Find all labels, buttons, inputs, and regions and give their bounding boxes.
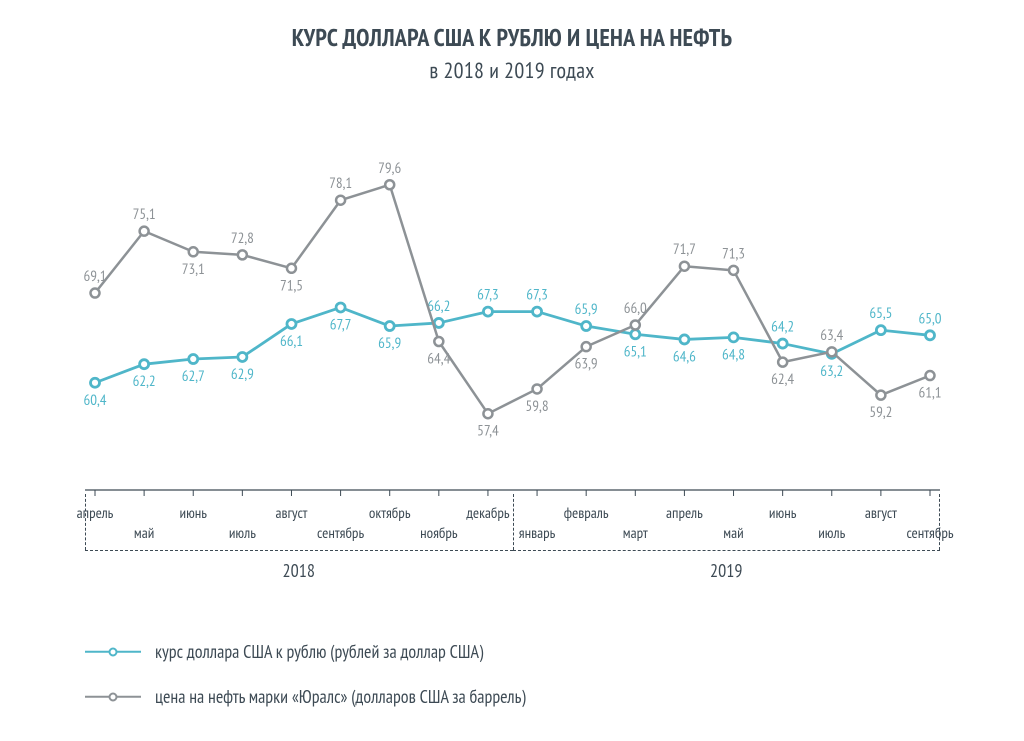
series-marker-urals_oil bbox=[189, 247, 198, 256]
legend-text: курс доллара США к рублю (рублей за долл… bbox=[155, 640, 483, 663]
series-value-label-urals_oil: 78,1 bbox=[329, 174, 352, 193]
series-value-label-usd_rub: 64,8 bbox=[722, 345, 745, 364]
series-value-label-urals_oil: 61,1 bbox=[918, 384, 941, 403]
series-marker-usd_rub bbox=[778, 339, 787, 348]
x-axis-year-label: 2019 bbox=[710, 559, 742, 582]
series-marker-usd_rub bbox=[876, 326, 885, 335]
series-marker-usd_rub bbox=[926, 331, 935, 340]
series-value-label-usd_rub: 60,4 bbox=[83, 391, 106, 410]
series-marker-urals_oil bbox=[336, 196, 345, 205]
series-marker-usd_rub bbox=[91, 378, 100, 387]
series-marker-urals_oil bbox=[238, 250, 247, 259]
year-divider-line bbox=[939, 494, 940, 550]
series-marker-urals_oil bbox=[631, 321, 640, 330]
series-marker-usd_rub bbox=[434, 318, 443, 327]
series-value-label-urals_oil: 63,4 bbox=[820, 326, 843, 345]
series-marker-usd_rub bbox=[385, 322, 394, 331]
series-marker-usd_rub bbox=[238, 352, 247, 361]
series-value-label-urals_oil: 71,3 bbox=[722, 244, 745, 263]
chart-plot-area: 60,462,262,762,966,167,765,966,267,367,3… bbox=[85, 160, 940, 500]
series-marker-urals_oil bbox=[680, 262, 689, 271]
series-marker-urals_oil bbox=[926, 371, 935, 380]
series-marker-urals_oil bbox=[385, 180, 394, 189]
series-marker-usd_rub bbox=[729, 333, 738, 342]
series-value-label-urals_oil: 71,5 bbox=[280, 276, 303, 295]
series-marker-urals_oil bbox=[140, 227, 149, 236]
series-value-label-urals_oil: 69,1 bbox=[83, 267, 106, 286]
series-value-label-usd_rub: 65,9 bbox=[575, 300, 598, 319]
series-marker-usd_rub bbox=[533, 307, 542, 316]
series-line-usd_rub bbox=[95, 307, 930, 382]
series-value-label-urals_oil: 75,1 bbox=[133, 205, 156, 224]
series-marker-urals_oil bbox=[91, 289, 100, 298]
series-marker-usd_rub bbox=[483, 307, 492, 316]
series-value-label-usd_rub: 62,7 bbox=[182, 367, 205, 386]
series-value-label-usd_rub: 64,2 bbox=[771, 318, 794, 337]
year-divider-baseline bbox=[85, 550, 513, 551]
x-axis-year-label: 2018 bbox=[283, 559, 315, 582]
legend-item-usd-rub: курс доллара США к рублю (рублей за долл… bbox=[85, 640, 940, 663]
series-value-label-urals_oil: 79,6 bbox=[378, 159, 401, 178]
series-marker-urals_oil bbox=[582, 342, 591, 351]
legend-marker bbox=[85, 690, 141, 704]
series-value-label-usd_rub: 67,7 bbox=[330, 315, 352, 334]
series-marker-usd_rub bbox=[287, 319, 296, 328]
series-value-label-usd_rub: 67,3 bbox=[477, 286, 499, 305]
chart-title-sub: в 2018 и 2019 годах bbox=[0, 57, 1024, 85]
legend-dot bbox=[109, 647, 118, 656]
series-line-urals_oil bbox=[95, 185, 930, 414]
series-marker-usd_rub bbox=[582, 322, 591, 331]
series-value-label-urals_oil: 64,4 bbox=[427, 350, 450, 369]
series-marker-urals_oil bbox=[533, 384, 542, 393]
chart-title-main: КУРС ДОЛЛАРА США К РУБЛЮ И ЦЕНА НА НЕФТЬ bbox=[0, 22, 1024, 53]
series-value-label-urals_oil: 57,4 bbox=[477, 422, 499, 441]
series-value-label-urals_oil: 59,8 bbox=[526, 397, 549, 416]
series-marker-urals_oil bbox=[876, 391, 885, 400]
series-value-label-usd_rub: 67,3 bbox=[526, 286, 548, 305]
series-value-label-usd_rub: 65,9 bbox=[378, 334, 401, 353]
series-value-label-urals_oil: 63,9 bbox=[575, 355, 598, 374]
series-value-label-usd_rub: 63,2 bbox=[820, 362, 843, 381]
year-divider-line bbox=[513, 494, 514, 550]
legend-text: цена на нефть марки «Юралс» (долларов СШ… bbox=[155, 685, 526, 708]
series-marker-usd_rub bbox=[336, 303, 345, 312]
series-value-label-urals_oil: 62,4 bbox=[771, 370, 794, 389]
series-value-label-urals_oil: 59,2 bbox=[869, 403, 892, 422]
series-marker-urals_oil bbox=[483, 409, 492, 418]
series-value-label-urals_oil: 66,0 bbox=[624, 299, 647, 318]
series-value-label-urals_oil: 73,1 bbox=[182, 260, 205, 279]
series-value-label-usd_rub: 62,9 bbox=[231, 365, 254, 384]
series-value-label-usd_rub: 65,0 bbox=[918, 309, 941, 328]
series-marker-urals_oil bbox=[778, 358, 787, 367]
series-marker-usd_rub bbox=[189, 355, 198, 364]
legend-marker bbox=[85, 645, 141, 659]
legend-dot bbox=[109, 692, 118, 701]
series-value-label-urals_oil: 72,8 bbox=[231, 229, 254, 248]
series-value-label-urals_oil: 71,7 bbox=[673, 240, 696, 259]
chart-title-block: КУРС ДОЛЛАРА США К РУБЛЮ И ЦЕНА НА НЕФТЬ… bbox=[0, 0, 1024, 85]
year-divider-line bbox=[85, 494, 86, 550]
series-marker-urals_oil bbox=[434, 337, 443, 346]
x-axis-year-labels: 20182019 bbox=[85, 494, 940, 564]
series-value-label-usd_rub: 62,2 bbox=[133, 372, 156, 391]
series-value-label-usd_rub: 65,5 bbox=[869, 304, 892, 323]
chart-legend: курс доллара США к рублю (рублей за долл… bbox=[85, 640, 940, 730]
series-marker-urals_oil bbox=[729, 266, 738, 275]
series-value-label-usd_rub: 66,1 bbox=[280, 332, 303, 351]
series-marker-usd_rub bbox=[631, 330, 640, 339]
series-marker-urals_oil bbox=[287, 264, 296, 273]
series-value-label-usd_rub: 65,1 bbox=[624, 342, 647, 361]
series-marker-urals_oil bbox=[827, 347, 836, 356]
series-value-label-usd_rub: 64,6 bbox=[673, 347, 696, 366]
chart-svg: 60,462,262,762,966,167,765,966,267,367,3… bbox=[85, 160, 940, 500]
series-marker-usd_rub bbox=[680, 335, 689, 344]
legend-item-urals-oil: цена на нефть марки «Юралс» (долларов СШ… bbox=[85, 685, 940, 708]
year-divider-baseline bbox=[513, 550, 941, 551]
series-marker-usd_rub bbox=[140, 360, 149, 369]
